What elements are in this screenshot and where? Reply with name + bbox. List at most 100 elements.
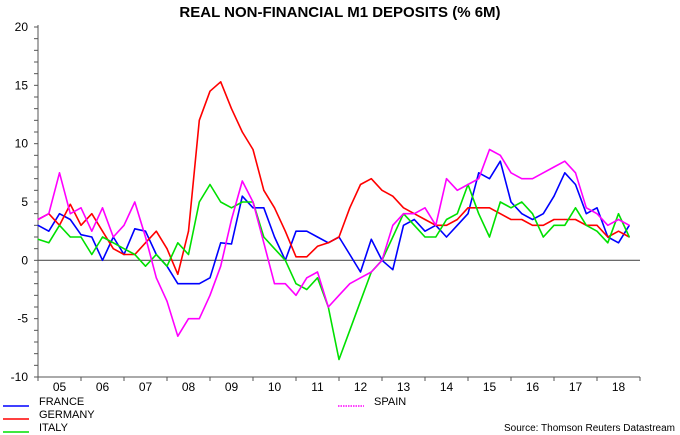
data-point-spain — [564, 160, 566, 162]
y-tick-label: 5 — [21, 195, 28, 209]
data-point-france — [134, 228, 136, 230]
x-tick-label: 05 — [53, 380, 67, 394]
data-point-spain — [510, 172, 512, 174]
data-point-spain — [392, 224, 394, 226]
data-point-germany — [327, 242, 329, 244]
data-point-italy — [617, 213, 620, 215]
data-point-germany — [101, 230, 104, 232]
data-point-spain — [521, 178, 523, 180]
data-point-germany — [316, 245, 319, 247]
data-point-italy — [456, 213, 458, 215]
data-point-germany — [607, 236, 609, 238]
data-point-germany — [220, 81, 222, 83]
data-point-spain — [48, 213, 50, 215]
data-point-italy — [263, 236, 265, 238]
data-point-italy — [574, 207, 577, 209]
data-point-spain — [177, 335, 179, 337]
data-point-spain — [273, 283, 276, 285]
data-point-france — [177, 283, 179, 285]
data-point-germany — [553, 218, 555, 221]
data-point-spain — [80, 207, 82, 209]
data-point-spain — [370, 271, 372, 273]
data-point-germany — [424, 218, 426, 221]
data-point-spain — [134, 201, 136, 203]
data-point-italy — [177, 242, 179, 244]
data-point-germany — [499, 213, 501, 215]
data-point-italy — [155, 253, 157, 256]
data-point-germany — [273, 207, 276, 209]
data-point-france — [392, 269, 394, 271]
data-point-france — [69, 218, 71, 221]
legend-label-germany: GERMANY — [39, 409, 95, 421]
data-point-italy — [628, 236, 630, 238]
series-line-italy — [37, 183, 631, 361]
data-point-germany — [198, 119, 200, 121]
data-point-spain — [585, 207, 587, 209]
data-point-france — [370, 238, 372, 240]
data-point-germany — [392, 195, 394, 197]
y-tick-label: -10 — [11, 370, 29, 384]
series-line-germany — [37, 81, 630, 276]
data-point-italy — [316, 277, 319, 279]
data-point-spain — [488, 148, 491, 151]
data-point-italy — [359, 300, 362, 302]
data-point-germany — [467, 207, 469, 209]
data-point-spain — [499, 154, 501, 156]
data-point-italy — [338, 358, 340, 361]
series-lines — [37, 81, 631, 361]
x-tick-label: 07 — [139, 380, 153, 394]
data-point-italy — [198, 201, 200, 203]
data-point-france — [144, 230, 147, 232]
data-point-france — [187, 283, 190, 285]
data-point-france — [531, 218, 534, 221]
data-point-spain — [112, 236, 114, 238]
data-point-germany — [349, 207, 351, 209]
data-point-france — [617, 242, 620, 244]
data-point-france — [58, 213, 61, 215]
data-point-france — [467, 213, 469, 215]
data-point-germany — [112, 248, 114, 250]
data-point-germany — [144, 242, 147, 244]
data-point-spain — [628, 224, 630, 226]
legend-label-italy: ITALY — [39, 422, 69, 434]
data-point-spain — [381, 259, 383, 261]
data-point-spain — [359, 277, 362, 279]
data-point-france — [230, 243, 233, 245]
data-point-france — [456, 224, 458, 226]
data-point-italy — [564, 224, 566, 226]
data-point-italy — [424, 236, 426, 238]
source-note: Source: Thomson Reuters Datastream — [504, 423, 675, 434]
y-tick-label: 0 — [21, 253, 28, 267]
data-point-spain — [338, 294, 340, 296]
data-point-spain — [316, 271, 319, 273]
data-point-spain — [230, 218, 233, 221]
data-point-italy — [209, 183, 211, 186]
data-point-germany — [338, 236, 340, 238]
x-tick-label: 18 — [612, 380, 626, 394]
data-point-france — [101, 259, 104, 261]
data-point-france — [521, 213, 523, 215]
data-point-france — [198, 283, 200, 285]
data-point-germany — [155, 230, 157, 232]
data-point-germany — [564, 218, 566, 221]
data-point-italy — [295, 283, 297, 285]
data-point-germany — [488, 207, 491, 209]
data-point-spain — [542, 172, 544, 174]
data-point-spain — [413, 213, 415, 215]
data-point-spain — [553, 166, 555, 168]
data-point-spain — [284, 283, 286, 285]
data-point-france — [585, 213, 587, 215]
data-point-france — [91, 236, 93, 238]
data-point-germany — [574, 218, 577, 221]
data-point-france — [488, 178, 491, 180]
x-tick-label: 09 — [225, 380, 239, 394]
data-point-france — [295, 230, 297, 232]
data-point-spain — [306, 277, 308, 279]
data-point-spain — [252, 201, 254, 203]
x-tick-label: 06 — [96, 380, 110, 394]
data-point-germany — [284, 230, 286, 232]
data-point-italy — [37, 238, 39, 240]
data-point-france — [553, 195, 555, 197]
